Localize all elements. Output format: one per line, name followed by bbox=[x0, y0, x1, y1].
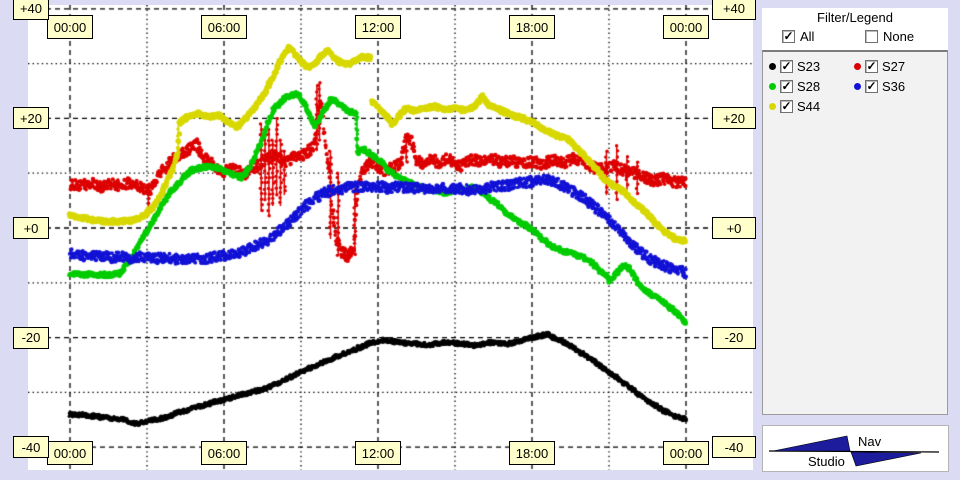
y-axis-label-left: +0 bbox=[13, 217, 49, 239]
none-checkbox-label: None bbox=[883, 29, 915, 44]
legend-item-s23[interactable]: ✓ S23 bbox=[769, 59, 820, 74]
x-axis-label-bottom: 06:00 bbox=[201, 441, 247, 465]
x-axis-label-top: 06:00 bbox=[201, 15, 247, 39]
filter-none-checkbox-row[interactable]: None bbox=[865, 29, 914, 44]
x-axis-label-top: 00:00 bbox=[47, 15, 93, 39]
series-color-dot bbox=[769, 83, 776, 90]
series-color-dot bbox=[854, 63, 861, 70]
series-label: S28 bbox=[797, 79, 821, 94]
y-axis-label-left: +20 bbox=[13, 107, 49, 130]
nav-studio-logo-icon: Nav Studio bbox=[768, 434, 940, 469]
x-axis-label-top: 12:00 bbox=[355, 15, 401, 39]
series-checkbox-s27[interactable]: ✓ bbox=[865, 59, 878, 73]
y-axis-label-right: -40 bbox=[712, 436, 756, 459]
legend-item-s44[interactable]: ✓ S44 bbox=[769, 99, 820, 114]
y-axis-label-left: +40 bbox=[13, 0, 49, 20]
none-checkbox[interactable] bbox=[865, 30, 878, 43]
series-color-dot bbox=[854, 83, 861, 90]
all-checkbox-label: All bbox=[800, 29, 815, 44]
series-checkbox-s23[interactable]: ✓ bbox=[780, 59, 793, 73]
x-axis-label-bottom: 00:00 bbox=[663, 441, 709, 465]
legend-item-s28[interactable]: ✓ S28 bbox=[769, 79, 820, 94]
x-axis-label-bottom: 00:00 bbox=[47, 441, 93, 465]
x-axis-label-bottom: 18:00 bbox=[509, 441, 555, 465]
series-checkbox-s36[interactable]: ✓ bbox=[865, 79, 878, 93]
filter-legend-title: Filter/Legend bbox=[817, 10, 893, 25]
y-axis-label-right: +40 bbox=[712, 0, 756, 20]
legend-series-list: ✓ S23 ✓ S27 ✓ S28 ✓ S36 ✓ S44 bbox=[762, 50, 948, 415]
y-axis-label-right: +20 bbox=[712, 107, 756, 130]
logo-studio-label: Studio bbox=[808, 454, 845, 469]
x-axis-label-bottom: 12:00 bbox=[355, 441, 401, 465]
y-axis-label-left: -40 bbox=[13, 436, 49, 459]
series-label: S23 bbox=[797, 59, 821, 74]
x-axis-label-top: 00:00 bbox=[663, 15, 709, 39]
x-axis-label-top: 18:00 bbox=[509, 15, 555, 39]
series-color-dot bbox=[769, 63, 776, 70]
series-checkbox-s28[interactable]: ✓ bbox=[780, 79, 793, 93]
filter-all-checkbox-row[interactable]: ✓ All bbox=[782, 29, 814, 44]
series-label: S36 bbox=[882, 79, 906, 94]
chart-plot-area[interactable] bbox=[28, 5, 753, 470]
y-axis-label-right: -20 bbox=[712, 326, 756, 349]
y-axis-label-right: +0 bbox=[712, 217, 756, 239]
logo-box: Nav Studio bbox=[762, 425, 949, 472]
logo-nav-label: Nav bbox=[858, 434, 882, 449]
y-axis-label-left: -20 bbox=[13, 326, 49, 349]
series-label: S44 bbox=[797, 99, 821, 114]
all-checkbox[interactable]: ✓ bbox=[782, 29, 795, 43]
series-color-dot bbox=[769, 103, 776, 110]
series-checkbox-s44[interactable]: ✓ bbox=[780, 99, 793, 113]
legend-item-s36[interactable]: ✓ S36 bbox=[854, 79, 905, 94]
legend-item-s27[interactable]: ✓ S27 bbox=[854, 59, 905, 74]
series-label: S27 bbox=[882, 59, 906, 74]
